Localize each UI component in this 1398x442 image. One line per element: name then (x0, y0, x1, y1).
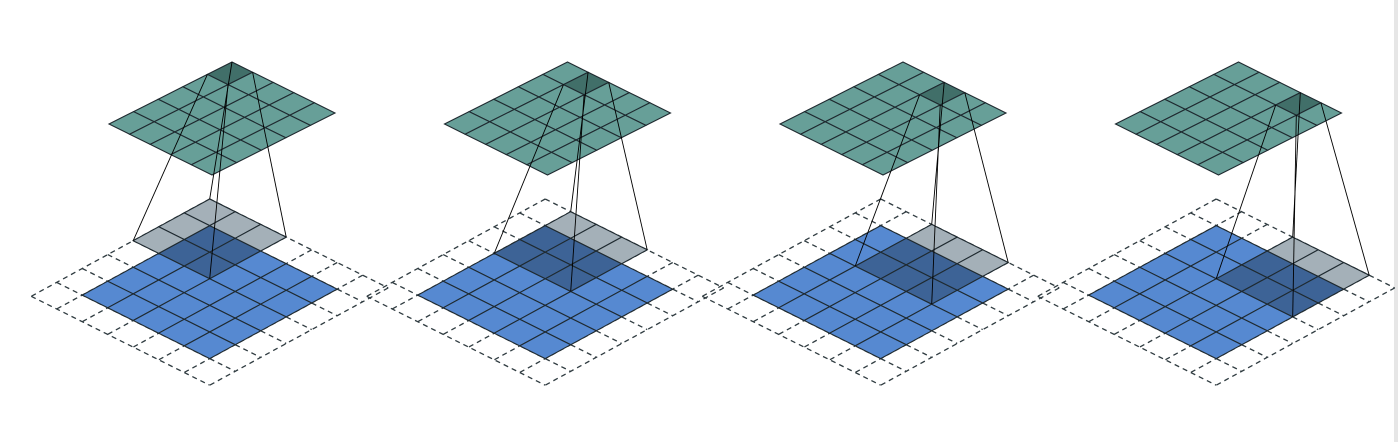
output-grid (778, 61, 1008, 176)
dashed-line (366, 295, 546, 386)
dashed-line (880, 287, 1060, 386)
dashed-line (544, 287, 725, 386)
projection-line (1292, 92, 1301, 238)
output-cell (525, 151, 574, 176)
dashed-line (209, 287, 389, 386)
input-grid (81, 224, 339, 360)
output-cell (190, 151, 238, 176)
projection-lines (132, 61, 287, 279)
dashed-line (1037, 295, 1217, 386)
output-grid (107, 61, 337, 176)
projection-lines (1215, 92, 1370, 317)
projection-lines (493, 72, 648, 292)
projection-line (252, 72, 287, 238)
panel-step-2 (366, 61, 725, 386)
kernel-cell-padding (132, 226, 186, 255)
kernel-cell-padding (234, 223, 288, 252)
projection-line (1215, 104, 1277, 279)
output-grid (443, 61, 672, 176)
panel-step-4 (1037, 61, 1396, 386)
projection-line (493, 84, 564, 254)
kernel-window (132, 198, 288, 255)
projection-line (608, 82, 648, 250)
projection-line (931, 104, 941, 305)
input-cell (183, 331, 237, 360)
panel-step-3 (701, 61, 1060, 386)
kernel-cell-padding (956, 249, 1010, 278)
input-grid (752, 224, 1010, 360)
dashed-line (209, 198, 389, 289)
panel-step-1 (30, 61, 389, 386)
dashed-line (366, 198, 546, 297)
input-cell (854, 331, 908, 360)
kernel-cell-padding (1317, 261, 1371, 290)
input-cell (1189, 331, 1243, 360)
projection-line (132, 74, 208, 241)
projection-line (1292, 115, 1297, 317)
projection-lines (854, 82, 1009, 305)
kernel-window (1266, 236, 1371, 290)
input-grid (1087, 224, 1345, 360)
kernel-window (544, 211, 649, 265)
projection-line (964, 92, 1009, 263)
projection-line (209, 84, 229, 279)
dashed-line (1215, 287, 1396, 386)
output-grid (1114, 61, 1343, 176)
dashed-line (30, 295, 210, 386)
input-cell (518, 331, 572, 360)
projection-line (570, 94, 585, 292)
dashed-line (30, 198, 211, 297)
projection-line (854, 94, 921, 267)
dashed-line (701, 198, 882, 297)
projection-line (1320, 102, 1370, 276)
input-grid (416, 224, 674, 360)
projection-line (570, 72, 589, 212)
right-edge-strip (1394, 0, 1398, 442)
dashed-line (1037, 198, 1217, 297)
kernel-window (905, 223, 1010, 278)
output-cell (1196, 151, 1245, 176)
kernel-cell-padding (595, 236, 649, 265)
dashed-line (701, 295, 881, 386)
